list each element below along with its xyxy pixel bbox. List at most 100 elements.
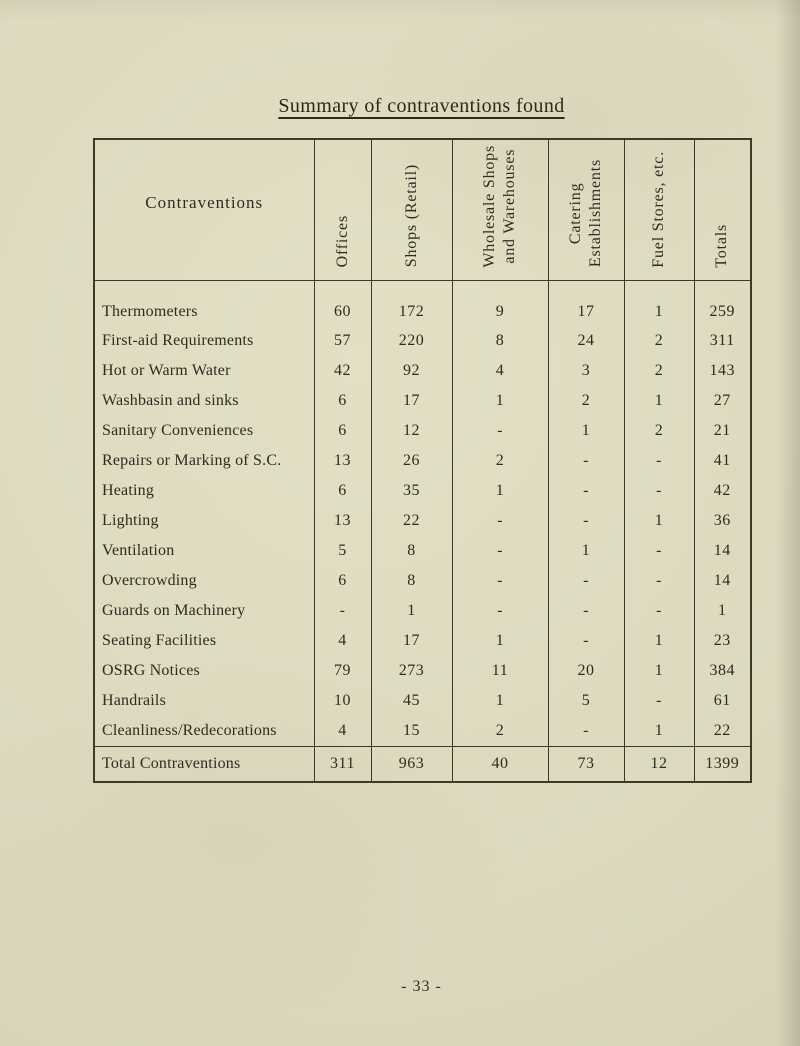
cell-value: 6 xyxy=(313,416,372,446)
table-row-total: Total Contraventions 311 963 40 73 12 1399 xyxy=(93,745,752,782)
cell-value: 259 xyxy=(693,280,752,326)
cell-value: 42 xyxy=(693,476,752,506)
column-header-catering-establishments: Catering Establishments xyxy=(547,138,625,281)
cell-value: 14 xyxy=(693,566,752,596)
row-label: Overcrowding xyxy=(93,566,315,596)
cell-value: 311 xyxy=(693,326,752,356)
cell-value: 21 xyxy=(693,416,752,446)
column-header-offices: Offices xyxy=(313,138,372,281)
row-label: OSRG Notices xyxy=(93,656,315,686)
cell-value: - xyxy=(623,536,695,566)
header-row: Contraventions Offices Shops (Retail) Whole… xyxy=(93,138,752,281)
cell-value: 5 xyxy=(313,536,372,566)
cell-value: 12 xyxy=(623,745,695,782)
cell-value: 79 xyxy=(313,656,372,686)
cell-value: - xyxy=(623,596,695,626)
cell-value: 1 xyxy=(451,626,549,656)
cell-value: 1 xyxy=(623,386,695,416)
cell-value: - xyxy=(623,476,695,506)
column-header-label: Catering Establishments xyxy=(567,159,604,268)
cell-value: 1 xyxy=(451,386,549,416)
cell-value: 36 xyxy=(693,506,752,536)
cell-value: 143 xyxy=(693,356,752,386)
cell-value: 13 xyxy=(313,446,372,476)
column-header-shops-retail: Shops (Retail) xyxy=(370,138,453,281)
cell-value: 4 xyxy=(313,716,372,746)
cell-value: 1 xyxy=(623,280,695,326)
page-title: Summary of contraventions found xyxy=(278,95,565,117)
column-header-wholesale-shops-warehouses: Wholesale Shops and Warehouses xyxy=(451,138,549,281)
cell-value: 10 xyxy=(313,686,372,716)
table-row: Thermometers 60 172 9 17 1 259 xyxy=(93,280,752,326)
cell-value: - xyxy=(623,686,695,716)
cell-value: 61 xyxy=(693,686,752,716)
row-label: Handrails xyxy=(93,686,315,716)
row-label: Hot or Warm Water xyxy=(93,356,315,386)
row-label: Total Contraventions xyxy=(93,745,315,782)
row-label: Heating xyxy=(93,476,315,506)
column-header-label: Fuel Stores, etc. xyxy=(650,150,667,268)
cell-value: 6 xyxy=(313,566,372,596)
cell-value: 40 xyxy=(451,745,549,782)
row-label: First-aid Requirements xyxy=(93,326,315,356)
cell-value: 2 xyxy=(547,386,625,416)
table-row: OSRG Notices 79 273 11 20 1 384 xyxy=(93,656,752,686)
cell-value: - xyxy=(451,416,549,446)
cell-value: 12 xyxy=(370,416,453,446)
cell-value: 11 xyxy=(451,656,549,686)
cell-value: 4 xyxy=(313,626,372,656)
cell-value: - xyxy=(547,566,625,596)
cell-value: 1 xyxy=(451,686,549,716)
row-label: Cleanliness/Redecorations xyxy=(93,716,315,746)
column-header-label: Contraventions xyxy=(145,192,264,212)
row-label: Sanitary Conveniences xyxy=(93,416,315,446)
cell-value: 9 xyxy=(451,280,549,326)
cell-value: 1 xyxy=(547,416,625,446)
cell-value: 384 xyxy=(693,656,752,686)
cell-value: 6 xyxy=(313,476,372,506)
cell-value: 1 xyxy=(623,716,695,746)
table-body: Thermometers 60 172 9 17 1 259 First-aid Requir… xyxy=(93,280,752,782)
cell-value: 2 xyxy=(623,356,695,386)
cell-value: 1 xyxy=(623,506,695,536)
row-label: Ventilation xyxy=(93,536,315,566)
page-number: - 33 - xyxy=(401,978,442,995)
cell-value: 220 xyxy=(370,326,453,356)
cell-value: 2 xyxy=(623,416,695,446)
table-row: Handrails 10 45 1 5-61 xyxy=(93,686,752,716)
table-row: Cleanliness/Redecorations 4 15 2-1 22 xyxy=(93,716,752,746)
cell-value: 41 xyxy=(693,446,752,476)
cell-value: 963 xyxy=(370,745,453,782)
cell-value: - xyxy=(451,596,549,626)
cell-value: 13 xyxy=(313,506,372,536)
cell-value: 8 xyxy=(370,566,453,596)
cell-value: - xyxy=(547,626,625,656)
table-row: Heating 6 35 1- -42 xyxy=(93,476,752,506)
cell-value: 27 xyxy=(693,386,752,416)
cell-value: 8 xyxy=(451,326,549,356)
cell-value: 15 xyxy=(370,716,453,746)
cell-value: 42 xyxy=(313,356,372,386)
row-label: Washbasin and sinks xyxy=(93,386,315,416)
cell-value: 1 xyxy=(623,656,695,686)
column-header-label: Totals xyxy=(713,223,731,268)
cell-value: 92 xyxy=(370,356,453,386)
column-header-totals: Totals xyxy=(693,138,752,281)
cell-value: 1 xyxy=(623,626,695,656)
cell-value: - xyxy=(451,506,549,536)
cell-value: 45 xyxy=(370,686,453,716)
cell-value: 17 xyxy=(370,386,453,416)
cell-value: 3 xyxy=(547,356,625,386)
row-label: Thermometers xyxy=(93,280,315,326)
cell-value: 5 xyxy=(547,686,625,716)
column-header-label: Wholesale Shops and Warehouses xyxy=(481,144,518,268)
table-row: Overcrowding 6 8- - -14 xyxy=(93,566,752,596)
cell-value: 57 xyxy=(313,326,372,356)
cell-value: 22 xyxy=(370,506,453,536)
cell-value: 273 xyxy=(370,656,453,686)
table-row: Sanitary Conveniences 6 12-1 2 21 xyxy=(93,416,752,446)
cell-value: 26 xyxy=(370,446,453,476)
cell-value: 73 xyxy=(547,745,625,782)
table-row: Seating Facilities 4 17 1-1 23 xyxy=(93,626,752,656)
